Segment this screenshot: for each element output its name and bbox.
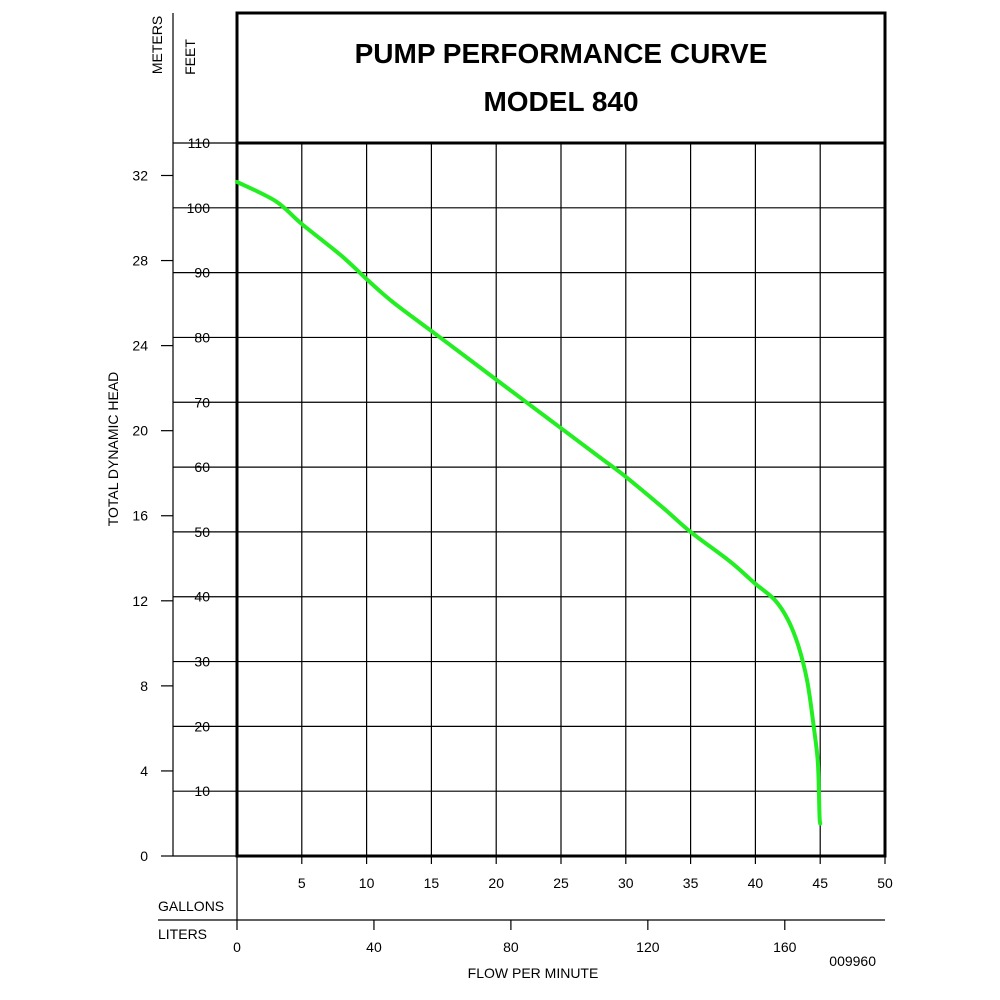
title-box (235, 11, 887, 145)
meters-tick-label: 20 (132, 423, 148, 439)
feet-tick-label: 80 (194, 329, 210, 345)
plot-frame (235, 141, 887, 858)
figure-code: 009960 (829, 953, 876, 969)
gallons-tick-label: 40 (748, 875, 764, 891)
meters-tick-label: 24 (132, 338, 148, 354)
gallons-tick-label: 5 (298, 875, 306, 891)
x-axis-title: FLOW PER MINUTE (468, 965, 599, 981)
pump-curve-line (235, 179, 823, 826)
liters-tick-label: 0 (233, 939, 241, 955)
meters-tick-label: 8 (140, 678, 148, 694)
gallons-tick-label: 10 (359, 875, 375, 891)
chart-subtitle: MODEL 840 (483, 86, 638, 117)
meters-tick-label: 28 (132, 253, 148, 269)
feet-tick-label: 30 (194, 654, 210, 670)
gallons-tick-label: 15 (424, 875, 440, 891)
liters-tick-label: 120 (636, 939, 660, 955)
gallons-tick-label: 25 (553, 875, 569, 891)
feet-tick-label: 90 (194, 265, 210, 281)
gallons-tick-label: 50 (877, 875, 893, 891)
feet-tick-label: 40 (194, 589, 210, 605)
feet-tick-label: 20 (194, 718, 210, 734)
chart-title: PUMP PERFORMANCE CURVE (355, 38, 768, 69)
gallons-unit-label: GALLONS (158, 898, 224, 914)
feet-unit-label: FEET (182, 39, 198, 75)
gallons-tick-label: 35 (683, 875, 699, 891)
gallons-tick-label: 20 (488, 875, 504, 891)
meters-tick-label: 4 (140, 763, 148, 779)
liters-tick-label: 160 (773, 939, 797, 955)
feet-tick-label: 100 (187, 200, 211, 216)
liters-unit-label: LITERS (158, 926, 207, 942)
meters-unit-label: METERS (149, 16, 165, 74)
feet-tick-label: 70 (194, 394, 210, 410)
feet-tick-label: 110 (188, 135, 211, 151)
liters-tick-label: 80 (503, 939, 519, 955)
meters-tick-label: 32 (132, 167, 148, 183)
meters-tick-label: 0 (140, 848, 148, 864)
meters-tick-label: 16 (132, 508, 148, 524)
feet-tick-label: 10 (194, 783, 210, 799)
feet-tick-label: 50 (194, 524, 210, 540)
liters-tick-label: 40 (366, 939, 382, 955)
feet-tick-label: 60 (194, 459, 210, 475)
meters-tick-label: 12 (132, 593, 148, 609)
gallons-tick-label: 30 (618, 875, 634, 891)
y-axis-title: TOTAL DYNAMIC HEAD (105, 372, 121, 527)
gallons-tick-label: 45 (812, 875, 828, 891)
